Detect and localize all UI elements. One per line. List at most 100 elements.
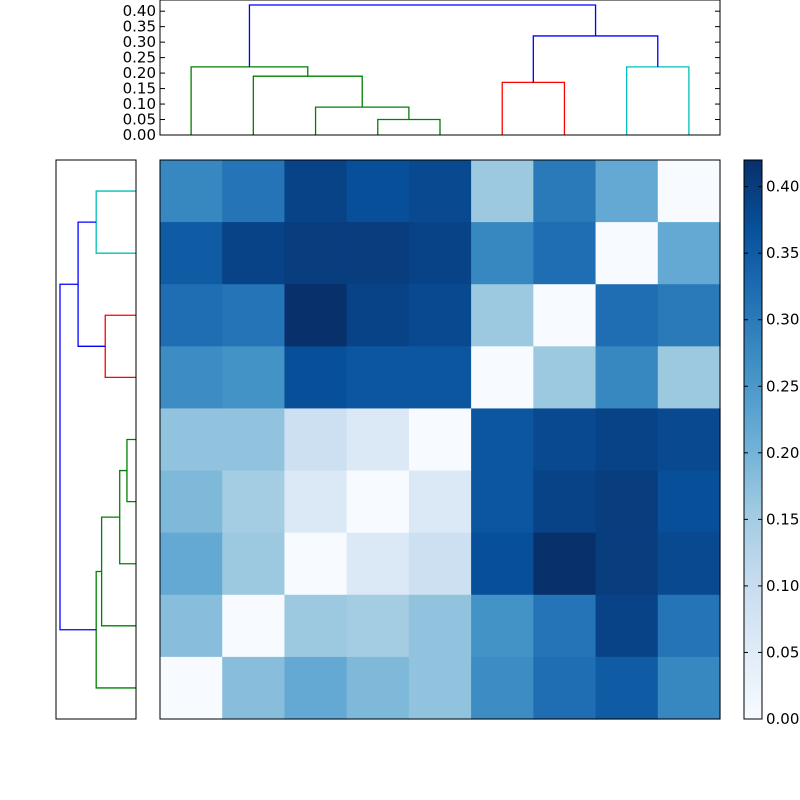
- colorbar-tick-label: 0.40: [766, 178, 799, 196]
- heatmap-cell: [595, 222, 659, 285]
- heatmap-cell: [346, 222, 410, 285]
- left-dendrogram: [55, 159, 137, 720]
- heatmap-cell: [408, 532, 472, 596]
- heatmap-cell: [408, 346, 472, 410]
- dendrogram-link: [77, 221, 106, 347]
- dendrogram-link: [95, 570, 136, 689]
- y-tick-label: 0.05: [123, 111, 156, 129]
- dendrogram-link: [501, 81, 566, 135]
- heatmap-cell: [533, 532, 597, 596]
- heatmap-cell: [471, 408, 534, 472]
- heatmap-cell: [222, 346, 286, 410]
- heatmap-cell: [595, 284, 659, 347]
- heatmap-cell: [657, 656, 721, 720]
- heatmap-cell: [657, 408, 721, 472]
- colorbar: 0.00 0.05 0.10 0.15 0.20 0.25 0.30 0.35 0.40: [743, 159, 799, 728]
- y-tick-label: 0.30: [123, 33, 156, 51]
- dendrogram-link: [314, 106, 410, 135]
- heatmap-cell: [408, 656, 472, 720]
- top-dendrogram-y-axis: 0.000.050.100.150.200.250.300.350.40: [123, 2, 720, 144]
- heatmap-cell: [160, 160, 223, 223]
- colorbar-tick-label: 0.15: [766, 510, 799, 528]
- colorbar-tick-label: 0.25: [766, 377, 799, 395]
- dendrogram-link: [252, 75, 363, 135]
- heatmap-cell: [284, 656, 348, 720]
- heatmap-cell: [657, 222, 721, 285]
- heatmap-cell: [346, 532, 410, 596]
- heatmap-cell: [471, 222, 534, 285]
- y-tick-label: 0.15: [123, 80, 156, 98]
- heatmap-cell: [284, 222, 348, 285]
- colorbar-tick-label: 0.30: [766, 311, 799, 329]
- heatmap-cell: [471, 532, 534, 596]
- heatmap-cell: [533, 284, 597, 347]
- heatmap-cell: [408, 408, 472, 472]
- dendrogram-link: [248, 4, 597, 67]
- y-tick-label: 0.00: [123, 126, 156, 144]
- heatmap-cell: [595, 594, 659, 658]
- heatmap-cell: [346, 656, 410, 720]
- heatmap-cell: [533, 408, 597, 472]
- heatmap-cell: [284, 160, 348, 223]
- heatmap-cell: [471, 346, 534, 410]
- heatmap-cell: [160, 470, 223, 534]
- heatmap-cell: [284, 532, 348, 596]
- heatmap-cell: [657, 532, 721, 596]
- heatmap-cell: [533, 594, 597, 658]
- heatmap-cell: [595, 408, 659, 472]
- heatmap-cell: [533, 656, 597, 720]
- heatmap-cell: [222, 222, 286, 285]
- heatmap-cell: [595, 470, 659, 534]
- y-tick-label: 0.20: [123, 64, 156, 82]
- left-dendrogram-frame: [55, 159, 137, 720]
- dendrogram-link: [95, 190, 136, 254]
- heatmap-cell: [284, 284, 348, 347]
- heatmap-cell: [160, 346, 223, 410]
- dendrogram-link: [126, 438, 136, 503]
- colorbar-gradient: [743, 159, 763, 720]
- heatmap-cell: [408, 470, 472, 534]
- heatmap-cell: [284, 470, 348, 534]
- heatmap-cell: [657, 470, 721, 534]
- heatmap-cell: [533, 222, 597, 285]
- heatmap-cell: [471, 594, 534, 658]
- left-dendrogram-links: [59, 190, 136, 689]
- dendrogram-link: [100, 516, 136, 627]
- heatmap-cell: [471, 160, 534, 223]
- heatmap-cell: [346, 284, 410, 347]
- heatmap-cell: [160, 656, 223, 720]
- colorbar-tick-label: 0.05: [766, 643, 799, 661]
- top-dendrogram: 0.000.050.100.150.200.250.300.350.40: [123, 0, 721, 144]
- heatmap-cell: [657, 346, 721, 410]
- heatmap-cell: [284, 594, 348, 658]
- heatmap-cell: [408, 222, 472, 285]
- heatmap-cell: [533, 346, 597, 410]
- heatmap-cell: [222, 470, 286, 534]
- heatmap-frame: [159, 159, 721, 720]
- heatmap-cell: [657, 160, 721, 223]
- dendrogram-link: [377, 118, 441, 135]
- heatmap-cell: [284, 408, 348, 472]
- heatmap-cell: [595, 656, 659, 720]
- heatmap-cells: [160, 160, 721, 720]
- heatmap-cell: [657, 284, 721, 347]
- heatmap-cell: [533, 160, 597, 223]
- top-dendrogram-links: [190, 4, 690, 135]
- dendrogram-link: [59, 283, 97, 631]
- heatmap-cell: [595, 532, 659, 596]
- heatmap-cell: [595, 160, 659, 223]
- heatmap-cell: [346, 594, 410, 658]
- y-tick-label: 0.40: [123, 2, 156, 20]
- y-tick-label: 0.10: [123, 95, 156, 113]
- heatmap-cell: [222, 408, 286, 472]
- heatmap-cell: [222, 284, 286, 347]
- heatmap-cell: [471, 470, 534, 534]
- y-tick-label: 0.25: [123, 49, 156, 67]
- heatmap-cell: [657, 594, 721, 658]
- heatmap-cell: [160, 594, 223, 658]
- heatmap-cell: [284, 346, 348, 410]
- heatmap-cell: [222, 656, 286, 720]
- heatmap-cell: [222, 532, 286, 596]
- heatmap-cell: [595, 346, 659, 410]
